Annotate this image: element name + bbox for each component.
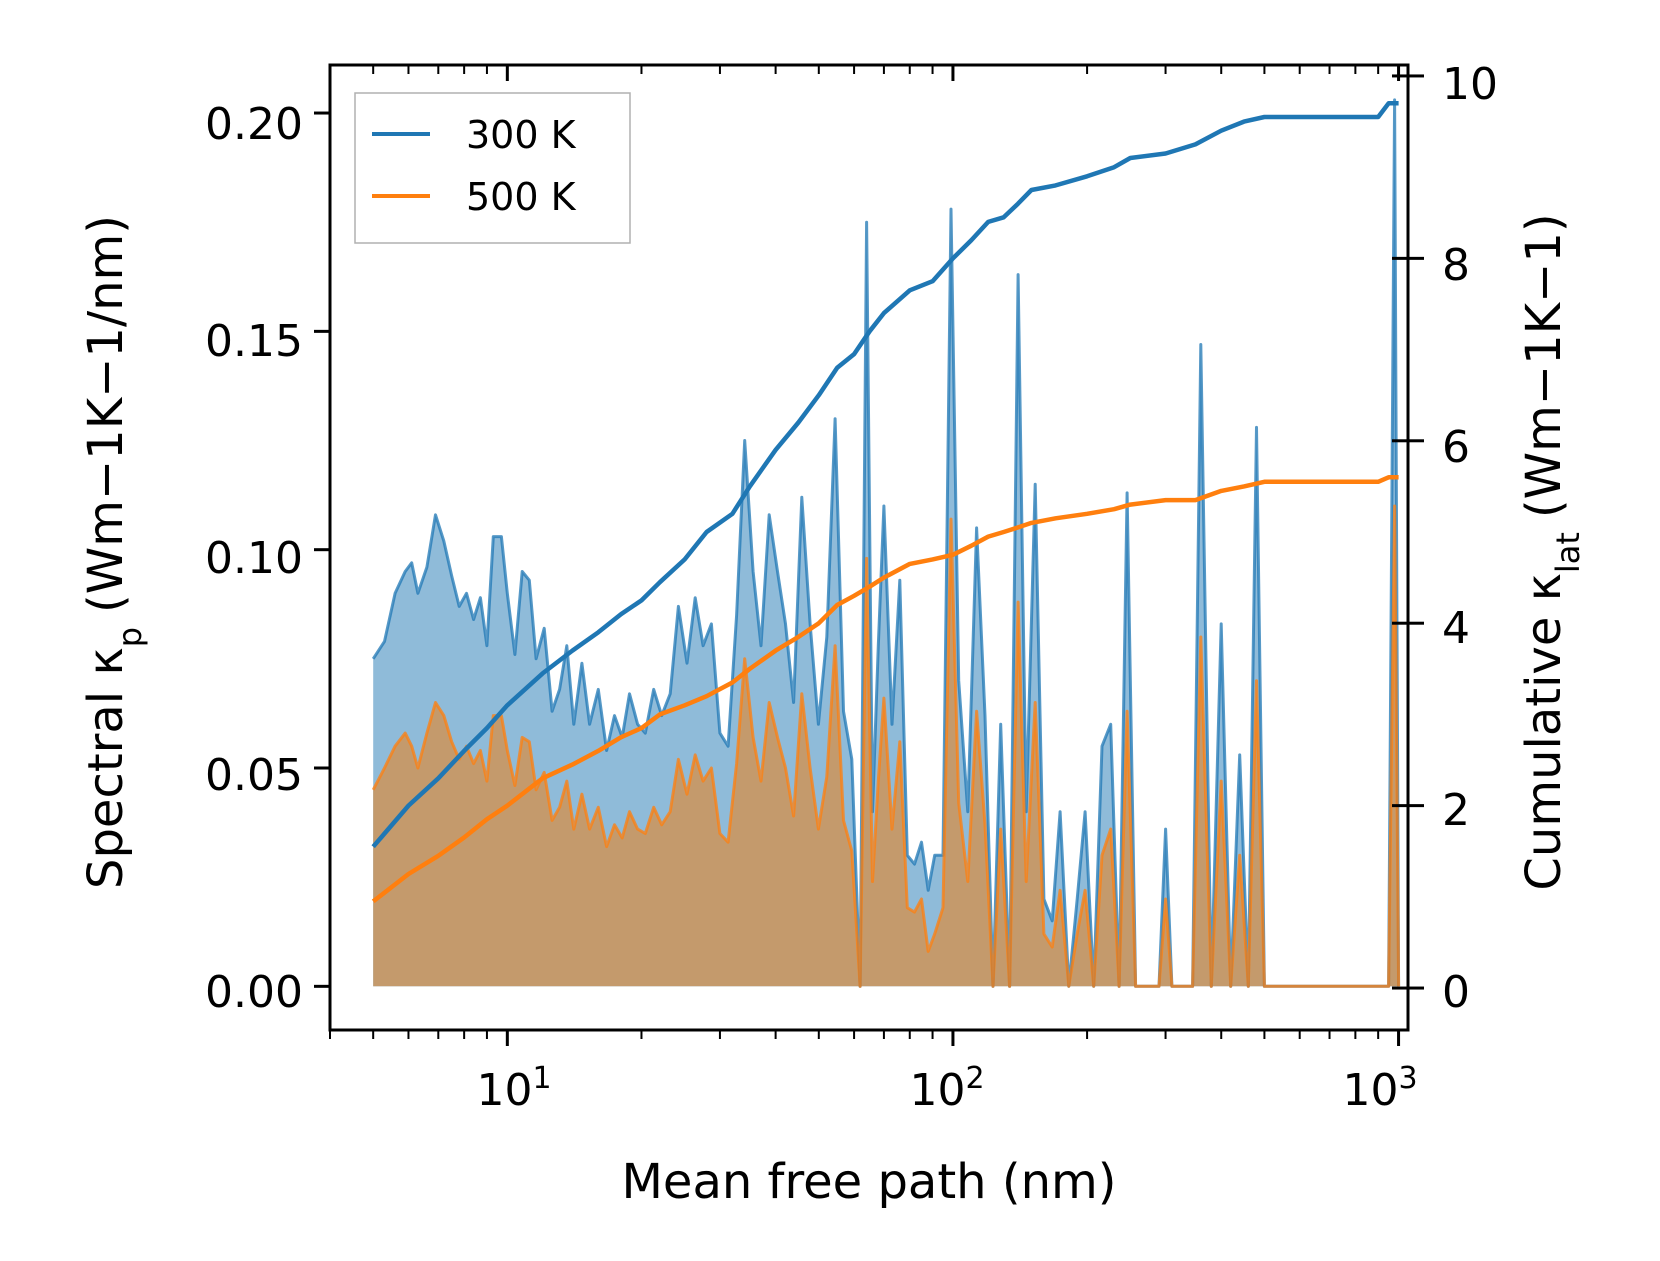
- right-y-tick-label: 0: [1442, 967, 1470, 1018]
- x-tick-label: 101: [476, 1061, 551, 1117]
- spectral-fill-300k: [373, 99, 1399, 987]
- svg-text:102: 102: [909, 1061, 984, 1117]
- right-y-tick-label: 8: [1442, 240, 1470, 291]
- left-y-tick-label: 0.10: [205, 533, 303, 584]
- spectral-lines: [371, 98, 1401, 988]
- right-y-tick-label: 2: [1442, 785, 1470, 836]
- right-y-tick-label: 10: [1442, 59, 1498, 110]
- right-y-tick-label: 4: [1442, 603, 1470, 654]
- cumulative-lines: [371, 101, 1399, 904]
- svg-text:101: 101: [476, 1061, 551, 1117]
- legend-label-500k: 500 K: [466, 175, 577, 219]
- x-tick-label: 103: [1342, 1061, 1417, 1117]
- spectral-line-300k: [371, 98, 1401, 988]
- left-y-tick-label: 0.20: [205, 99, 303, 150]
- left-axis-ticks: [314, 111, 330, 988]
- spectral-line-500k: [371, 504, 1401, 988]
- left-y-tick-label: 0.05: [205, 750, 303, 801]
- cumulative-line-500k: [371, 475, 1399, 904]
- svg-text:103: 103: [1342, 1061, 1417, 1117]
- left-y-tick-label: 0.00: [205, 967, 303, 1018]
- right-y-axis-title: Cumulative κlat(Wm−1K−1): [1516, 213, 1587, 890]
- x-axis-ticks: [329, 65, 1401, 1046]
- right-axis-ticks: [1392, 74, 1424, 990]
- x-axis-title: Mean free path (nm): [622, 1154, 1117, 1210]
- left-y-axis-title: Spectral κp(Wm−1K−1/nm): [78, 215, 149, 889]
- x-tick-label: 102: [909, 1061, 984, 1117]
- cumulative-line-300k: [371, 101, 1399, 849]
- right-y-tick-label: 6: [1442, 422, 1470, 473]
- legend-box: [354, 92, 631, 244]
- legend: 300 K 500 K: [354, 92, 631, 244]
- plot-frame: [328, 63, 1410, 1032]
- left-y-tick-label: 0.15: [205, 316, 303, 367]
- legend-label-300k: 300 K: [466, 113, 577, 157]
